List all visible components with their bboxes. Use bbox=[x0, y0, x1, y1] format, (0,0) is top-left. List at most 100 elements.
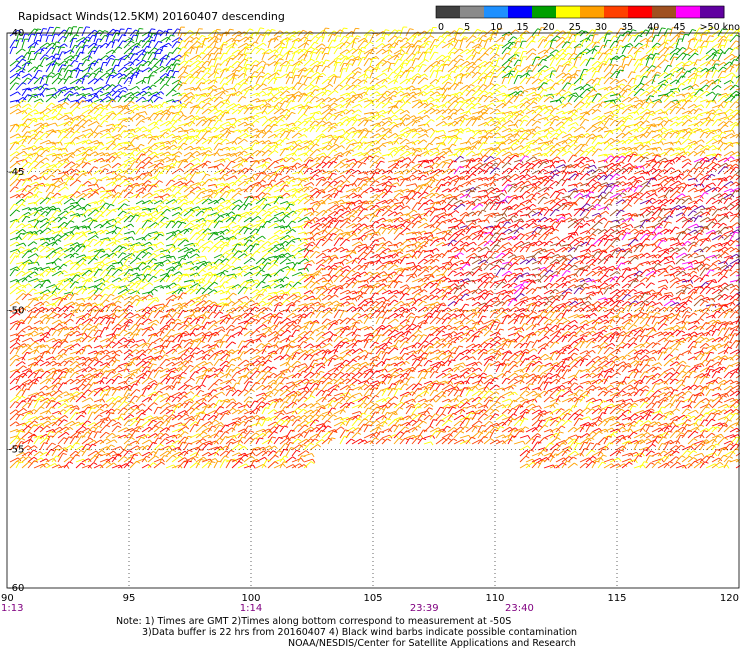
wind-barb bbox=[297, 83, 304, 91]
wind-barb bbox=[261, 144, 268, 151]
wind-barb-flag bbox=[668, 132, 673, 135]
wind-barb-flag bbox=[332, 39, 337, 42]
wind-barb-flag bbox=[26, 125, 31, 129]
wind-barb-flag bbox=[608, 30, 613, 33]
wind-barb bbox=[333, 84, 340, 91]
wind-barb-flag bbox=[224, 90, 229, 93]
wind-barb-flag bbox=[459, 27, 464, 30]
wind-barb bbox=[93, 77, 101, 85]
wind-barb-flag bbox=[568, 138, 573, 142]
wind-barb bbox=[279, 47, 284, 55]
wind-barb bbox=[567, 154, 574, 163]
wind-barb bbox=[423, 90, 432, 97]
wind-barb-flag bbox=[579, 149, 584, 153]
wind-barb bbox=[195, 119, 203, 127]
wind-barb-flag bbox=[137, 42, 141, 47]
wind-barb-flag bbox=[85, 26, 91, 28]
wind-barb-flag bbox=[390, 153, 394, 158]
wind-barb-flag bbox=[465, 66, 470, 69]
wind-barb bbox=[321, 104, 329, 109]
wind-barb bbox=[669, 47, 678, 55]
wind-barb bbox=[585, 34, 591, 43]
wind-barb-flag bbox=[638, 34, 643, 38]
wind-barb-flag bbox=[107, 132, 112, 136]
wind-barb bbox=[555, 110, 563, 115]
wind-barb-flag bbox=[627, 84, 632, 88]
wind-barb-flag bbox=[202, 137, 207, 141]
wind-barb bbox=[231, 60, 238, 67]
wind-barb bbox=[423, 96, 432, 103]
wind-barb-flag bbox=[710, 26, 715, 29]
wind-barb bbox=[273, 42, 282, 49]
wind-barb-flag bbox=[260, 27, 265, 30]
wind-barb bbox=[585, 125, 594, 133]
wind-barb-flag bbox=[477, 102, 482, 106]
wind-barb-flag bbox=[327, 89, 332, 93]
wind-barb-flag bbox=[699, 27, 704, 30]
wind-barb bbox=[321, 112, 329, 121]
wind-barb bbox=[135, 28, 140, 37]
wind-barb bbox=[735, 88, 740, 91]
wind-barb-flag bbox=[493, 59, 498, 62]
wind-barb-flag bbox=[567, 36, 572, 40]
wind-barb-flag bbox=[82, 96, 87, 100]
wind-barb-flag bbox=[349, 35, 354, 38]
wind-barb-flag bbox=[163, 58, 168, 60]
wind-barb-flag bbox=[489, 47, 494, 50]
wind-barb bbox=[99, 108, 105, 115]
wind-barb-flag bbox=[650, 27, 655, 30]
wind-barb-flag bbox=[548, 132, 553, 135]
wind-barb-flag bbox=[197, 157, 201, 162]
wind-barb-flag bbox=[451, 71, 456, 73]
wind-barb-flag bbox=[370, 65, 375, 69]
wind-barb-flag bbox=[470, 84, 475, 87]
wind-barb-flag bbox=[62, 64, 67, 67]
wind-barb-flag bbox=[583, 68, 588, 71]
wind-barb bbox=[501, 120, 511, 127]
wind-barbs-layer bbox=[9, 26, 740, 469]
wind-barb-flag bbox=[233, 87, 237, 92]
wind-barb-flag bbox=[537, 28, 542, 31]
wind-barb-flag bbox=[98, 125, 103, 128]
wind-barb bbox=[435, 41, 443, 49]
wind-barb-flag bbox=[20, 70, 25, 73]
wind-barb bbox=[423, 150, 430, 157]
wind-barb-flag bbox=[538, 113, 542, 117]
wind-barb bbox=[669, 116, 677, 121]
wind-barb bbox=[147, 33, 154, 43]
wind-barb-flag bbox=[158, 96, 163, 100]
wind-barb-flag bbox=[430, 35, 435, 39]
wind-barb-flag bbox=[525, 132, 530, 135]
wind-barb-flag bbox=[196, 150, 201, 155]
wind-barb bbox=[27, 41, 36, 49]
wind-barb-flag bbox=[158, 40, 163, 44]
wind-barb bbox=[669, 70, 676, 79]
wind-barb bbox=[555, 36, 563, 43]
wind-barb-flag bbox=[544, 143, 549, 146]
wind-barb bbox=[549, 143, 558, 151]
wind-barb bbox=[285, 39, 290, 49]
wind-barb-flag bbox=[478, 89, 483, 93]
wind-barb-flag bbox=[424, 77, 429, 81]
wind-barb-flag bbox=[25, 159, 28, 163]
wind-barb-flag bbox=[732, 130, 735, 134]
wind-barb bbox=[393, 65, 401, 73]
wind-barb bbox=[387, 95, 393, 103]
wind-barb-flag bbox=[122, 34, 127, 37]
wind-barb bbox=[189, 157, 198, 163]
wind-barb-flag bbox=[326, 155, 331, 159]
wind-barb-flag bbox=[314, 41, 319, 45]
wind-barb-flag bbox=[34, 28, 39, 32]
wind-barb bbox=[231, 39, 237, 49]
wind-barb-flag bbox=[556, 148, 561, 152]
wind-barb-flag bbox=[108, 163, 112, 168]
wind-barb-flag bbox=[647, 108, 651, 113]
wind-barb bbox=[567, 33, 573, 43]
wind-barb-flag bbox=[417, 45, 422, 47]
wind-barb-flag bbox=[459, 54, 463, 58]
wind-barb-flag bbox=[638, 59, 643, 62]
wind-barb-flag bbox=[267, 72, 272, 76]
wind-barb bbox=[519, 97, 527, 103]
wind-barb bbox=[45, 102, 52, 109]
wind-barb-flag bbox=[190, 162, 195, 166]
